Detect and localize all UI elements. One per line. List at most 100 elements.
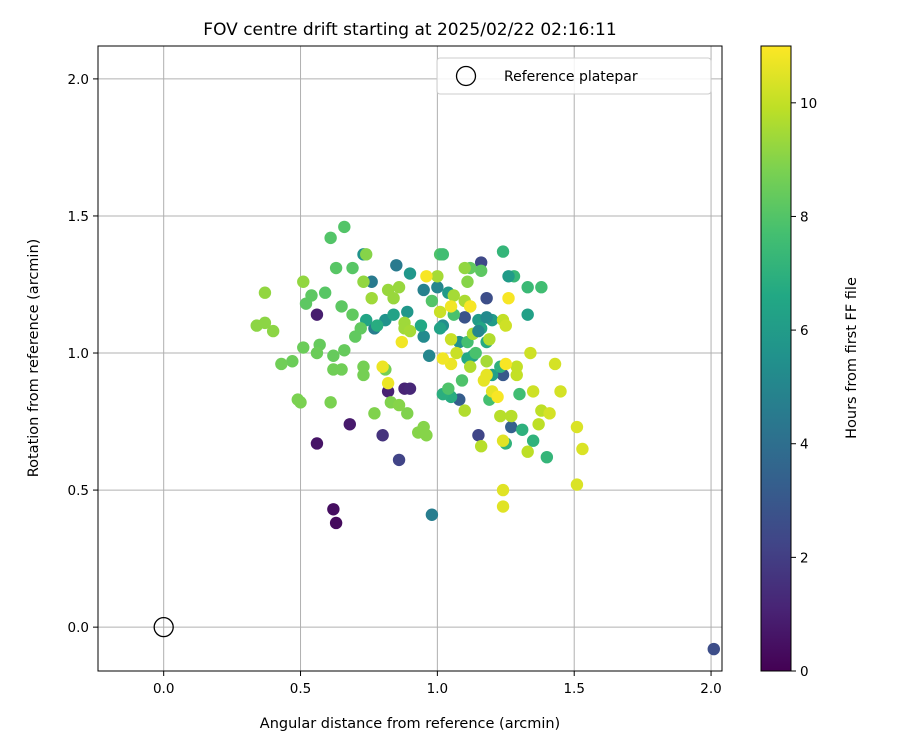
data-point — [472, 324, 485, 338]
data-point — [310, 308, 324, 321]
data-point — [494, 409, 507, 423]
data-point — [335, 363, 348, 376]
data-point — [275, 357, 288, 371]
data-point — [480, 291, 493, 305]
data-point — [444, 300, 458, 313]
data-point — [502, 291, 515, 305]
data-point — [521, 308, 534, 321]
data-point — [480, 368, 493, 382]
data-point — [458, 311, 471, 324]
data-point — [707, 642, 720, 656]
data-point — [576, 442, 589, 456]
data-point — [310, 437, 324, 450]
data-point — [442, 382, 455, 395]
data-point — [297, 341, 310, 354]
data-point — [526, 385, 540, 398]
data-point — [496, 245, 510, 258]
data-point — [524, 346, 537, 360]
data-point — [258, 286, 272, 299]
data-point — [370, 319, 384, 332]
data-point — [472, 429, 485, 442]
data-point — [499, 319, 512, 332]
y-tick-label: 0.0 — [68, 620, 89, 636]
x-tick-label: 2.0 — [700, 681, 721, 697]
data-point — [480, 355, 493, 368]
data-point — [338, 220, 351, 234]
data-point — [425, 294, 439, 308]
data-point — [365, 291, 378, 305]
data-point — [464, 300, 477, 313]
data-point — [425, 508, 439, 521]
colorbar-label: Hours from first FF file — [844, 277, 860, 439]
data-point — [414, 319, 428, 332]
data-point — [447, 289, 460, 302]
data-point — [327, 349, 340, 362]
data-point — [390, 259, 403, 272]
data-point — [417, 283, 430, 297]
colorbar-ticks: 0 2 4 6 8 10 — [791, 96, 817, 680]
data-point — [483, 333, 496, 346]
data-point — [444, 333, 458, 346]
colorbar-tick-label: 10 — [800, 96, 817, 112]
data-point — [376, 360, 389, 373]
x-axis-title: Angular distance from reference (arcmin) — [260, 716, 560, 732]
data-point — [570, 420, 584, 434]
data-point — [387, 291, 400, 305]
data-point — [381, 376, 395, 390]
x-tick-label: 1.5 — [563, 681, 584, 697]
data-point — [329, 261, 343, 275]
data-point — [469, 346, 482, 360]
data-point — [258, 316, 272, 330]
data-point — [360, 248, 373, 261]
data-point — [474, 264, 488, 277]
data-point — [526, 434, 540, 447]
data-point — [338, 344, 351, 357]
data-point — [458, 404, 471, 417]
legend: Reference platepar — [436, 57, 712, 95]
data-point — [548, 357, 562, 371]
legend-box — [436, 57, 712, 95]
data-point — [491, 390, 504, 404]
data-point — [392, 398, 406, 412]
data-point — [510, 360, 523, 373]
data-point — [387, 308, 400, 321]
data-point — [450, 346, 463, 360]
data-point — [349, 330, 362, 343]
data-point — [496, 483, 510, 497]
x-tick-label: 1.0 — [427, 681, 448, 697]
y-tick-label: 1.5 — [68, 209, 89, 225]
data-point — [357, 275, 370, 288]
data-point — [505, 409, 518, 423]
data-point — [401, 407, 414, 420]
data-point — [496, 434, 510, 447]
data-point — [266, 324, 280, 338]
chart-title: FOV centre drift starting at 2025/02/22 … — [203, 20, 616, 40]
data-point — [392, 453, 406, 467]
data-point — [480, 311, 493, 324]
data-point — [455, 374, 469, 387]
data-point — [329, 516, 343, 530]
data-point — [554, 385, 567, 398]
data-point — [461, 275, 474, 288]
plot-frame — [97, 45, 723, 672]
data-point — [318, 286, 332, 299]
data-point — [532, 418, 545, 431]
data-point — [346, 261, 359, 275]
data-point — [327, 503, 340, 516]
y-axis: 0.0 0.5 1.0 1.5 2.0 — [68, 72, 98, 636]
data-point — [436, 352, 450, 365]
colorbar-tick-label: 4 — [800, 437, 809, 453]
data-point — [521, 281, 534, 294]
data-point — [286, 355, 299, 368]
colorbar-tick-label: 8 — [800, 209, 809, 225]
data-point — [433, 305, 447, 319]
data-point — [420, 270, 433, 283]
data-point — [570, 478, 584, 491]
x-axis: 0.0 0.5 1.0 1.5 2.0 — [153, 671, 722, 697]
data-point — [417, 330, 430, 343]
data-point — [513, 387, 526, 401]
colorbar-tick-label: 6 — [800, 323, 809, 339]
data-point — [335, 300, 348, 313]
data-point — [297, 275, 310, 288]
